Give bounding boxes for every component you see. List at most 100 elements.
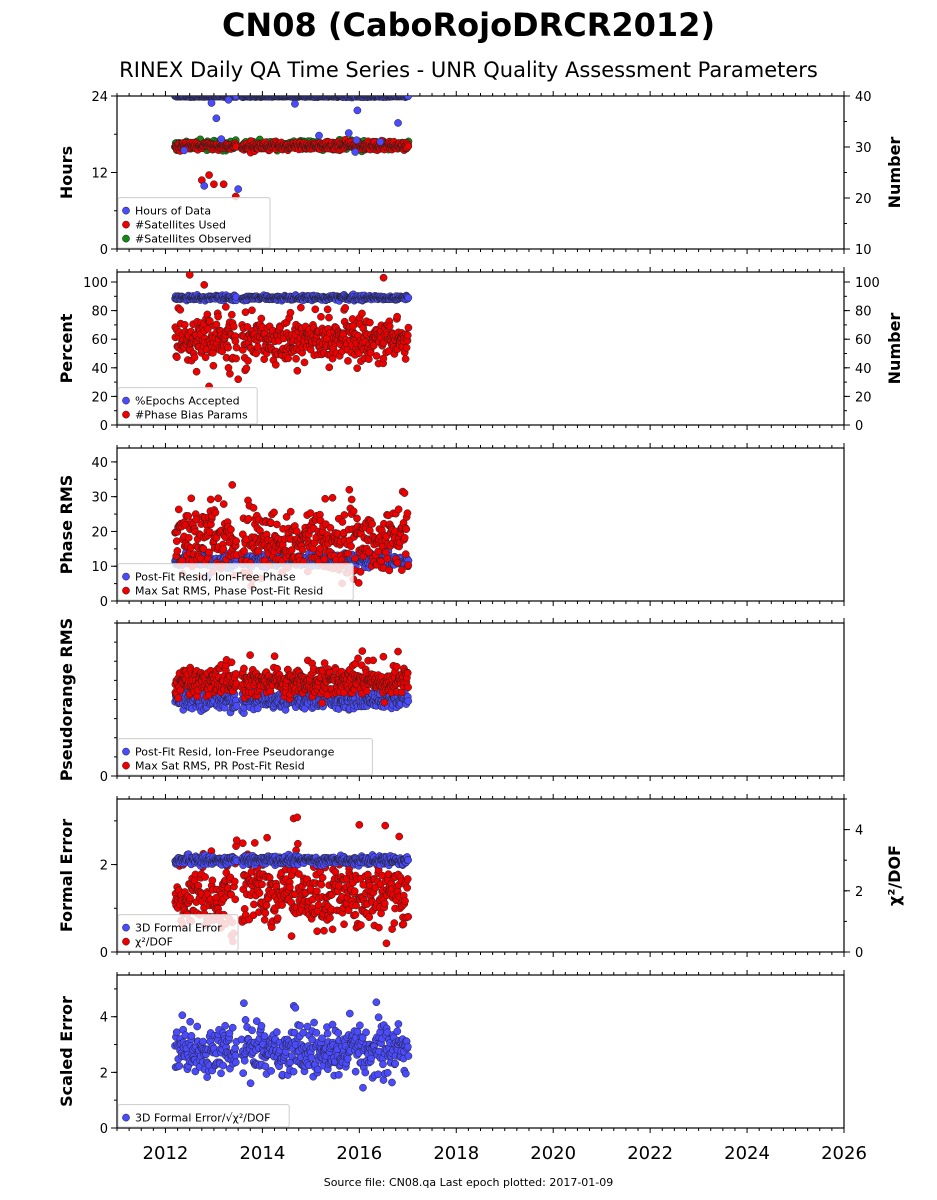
data-point	[400, 489, 409, 497]
data-point	[241, 308, 250, 317]
data-point	[298, 546, 307, 554]
legend-label: Post-Fit Resid, Ion-Free Pseudorange	[135, 746, 335, 759]
legend-label: #Satellites Observed	[135, 233, 251, 246]
data-point	[344, 357, 352, 365]
data-point	[344, 549, 353, 558]
data-point	[206, 495, 215, 504]
data-point	[257, 314, 266, 323]
data-point	[362, 687, 371, 695]
data-point	[356, 568, 365, 576]
data-point	[217, 135, 226, 144]
legend-marker	[122, 572, 130, 581]
data-point	[240, 664, 248, 673]
data-point	[212, 320, 221, 329]
data-point	[369, 656, 377, 665]
data-point	[401, 550, 410, 558]
panel-4: 0 Pseudorange RMS Post-Fit Resid, Ion-Free…	[57, 618, 845, 785]
data-point	[403, 669, 412, 677]
y-right-axis-label: Number	[885, 313, 904, 385]
legend-label: #Satellites Used	[135, 219, 226, 232]
data-point	[224, 343, 232, 352]
data-point	[297, 303, 305, 312]
y-tick-label: 30	[91, 491, 108, 506]
data-point	[353, 514, 361, 523]
scatter-points	[171, 272, 413, 391]
data-point-outlier	[224, 96, 233, 104]
data-point	[227, 658, 236, 667]
data-point	[393, 312, 401, 321]
data-point	[204, 325, 212, 333]
data-point	[287, 546, 296, 554]
chart-subtitle: RINEX Daily QA Time Series - UNR Quality…	[119, 58, 818, 82]
data-point	[232, 702, 241, 710]
data-point	[347, 542, 355, 551]
data-point	[351, 148, 360, 156]
data-point	[311, 305, 320, 314]
legend-label: #Phase Bias Params	[135, 409, 248, 422]
data-point	[366, 318, 374, 327]
data-point	[325, 313, 333, 322]
data-point	[174, 694, 183, 703]
data-point	[353, 364, 362, 373]
data-point	[328, 493, 337, 502]
data-point	[293, 366, 302, 375]
data-point	[206, 317, 214, 325]
y-axis-label: Percent	[57, 313, 76, 383]
data-point	[228, 481, 237, 489]
panel-3: 0 10 20 30 40 Phase RMS Post-Fit Resid, Ion-Fr…	[57, 443, 845, 610]
data-point	[316, 544, 325, 553]
data-point	[190, 353, 199, 362]
data-point	[402, 343, 411, 352]
data-point	[187, 494, 196, 503]
data-point	[340, 511, 349, 519]
data-point	[364, 548, 373, 556]
data-point	[344, 129, 353, 137]
y-right-axis-label: Number	[885, 137, 904, 209]
data-point	[341, 304, 350, 312]
data-point	[351, 554, 359, 563]
data-point-outlier	[219, 180, 228, 189]
data-point	[400, 533, 409, 542]
data-point	[404, 323, 413, 332]
data-point	[254, 547, 263, 556]
data-point	[404, 683, 412, 692]
data-point	[354, 654, 362, 663]
data-point	[345, 485, 354, 494]
data-point	[209, 361, 218, 370]
y-tick-label: 40	[91, 456, 108, 471]
legend: %Epochs Accepted#Phase Bias Params	[117, 387, 258, 425]
data-point	[317, 312, 325, 321]
legend-marker	[122, 206, 130, 215]
legend-label: %Epochs Accepted	[135, 395, 240, 408]
y-axis-label: Hours	[57, 146, 76, 199]
data-point	[184, 512, 193, 520]
data-point	[401, 355, 410, 363]
data-point	[325, 363, 334, 372]
y-right-tick-label: 40	[855, 362, 872, 377]
data-point	[254, 343, 262, 351]
data-point	[315, 131, 323, 140]
data-point-outlier	[200, 281, 209, 289]
y-tick-label: 100	[83, 276, 108, 291]
data-point	[379, 652, 388, 661]
data-point	[176, 686, 185, 695]
data-point	[249, 504, 258, 512]
data-point	[201, 353, 210, 362]
y-tick-label: 24	[91, 90, 108, 105]
data-point	[270, 652, 279, 661]
y-right-tick-label: 0	[855, 419, 863, 434]
legend-box	[117, 563, 354, 601]
y-tick-label: 0	[100, 595, 108, 610]
data-point	[214, 494, 223, 503]
data-point	[404, 697, 413, 705]
data-point	[404, 142, 413, 151]
data-point	[397, 566, 406, 575]
data-point	[358, 647, 367, 655]
data-point	[174, 505, 183, 514]
legend-label: Hours of Data	[135, 205, 211, 218]
data-point	[252, 349, 260, 358]
data-point	[173, 353, 181, 362]
data-point	[284, 354, 293, 363]
data-point	[403, 509, 412, 518]
